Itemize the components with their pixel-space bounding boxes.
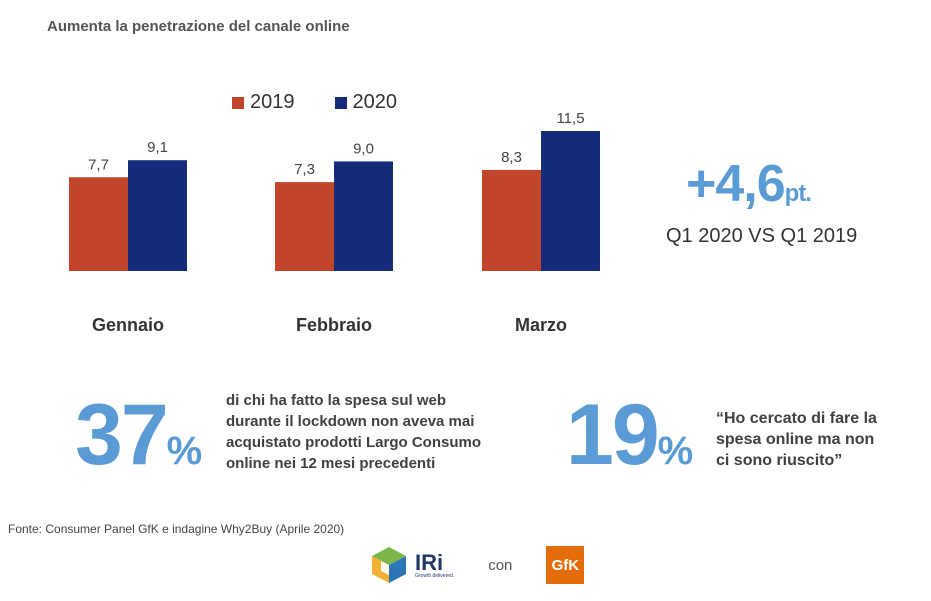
legend-label-2020: 2020 <box>352 91 398 113</box>
stat-right-percent: 19% <box>566 392 693 478</box>
iri-logo: IRi Growth delivered. <box>415 549 455 579</box>
stat-right-line: ci sono riuscito” <box>716 452 843 469</box>
gfk-logo: GfK <box>546 546 585 584</box>
page-title: Aumenta la penetrazione del canale onlin… <box>47 18 350 35</box>
stat-right-line: spesa online ma non <box>716 431 875 448</box>
highlight-value: +4,6 <box>686 155 786 213</box>
chart-legend: 2019 2020 <box>232 91 397 114</box>
stat-left-line: online nei 12 mesi precedenti <box>226 455 436 472</box>
legend-swatch-2019 <box>232 96 244 109</box>
data-label-2019-marzo: 8,3 <box>501 149 522 166</box>
data-label-2019-febbraio: 7,3 <box>294 161 315 178</box>
stat-left-text: di chi ha fatto la spesa sul web durante… <box>226 390 481 474</box>
iri-logo-text: IRi <box>415 549 444 575</box>
category-label-febbraio: Febbraio <box>296 315 372 335</box>
legend-swatch-2020 <box>334 96 347 109</box>
iri-cube-icon <box>372 547 406 583</box>
legend-item-2020: 2020 <box>334 91 398 114</box>
stat-left-number: 37 <box>75 387 169 483</box>
bar-2020-gennaio <box>128 160 187 271</box>
category-label-gennaio: Gennaio <box>92 315 164 335</box>
logo-connector: con <box>488 556 513 574</box>
bar-2020-febbraio <box>334 161 393 271</box>
stat-left-line: durante il lockdown non aveva mai <box>226 413 475 430</box>
highlight-subtitle: Q1 2020 VS Q1 2019 <box>666 225 858 247</box>
highlight-number: +4,6pt. <box>686 154 812 214</box>
data-label-2020-febbraio: 9,0 <box>353 140 374 157</box>
logo-bar: IRi Growth delivered. con GfK <box>369 545 585 585</box>
stat-left-percent: 37% <box>75 392 202 478</box>
stat-right-line: “Ho cercato di fare la <box>716 410 877 427</box>
stat-right-text: “Ho cercato di fare la spesa online ma n… <box>716 408 877 471</box>
legend-item-2019: 2019 <box>232 91 295 114</box>
highlight-unit: pt. <box>784 180 812 207</box>
iri-tagline: Growth delivered. <box>415 572 455 579</box>
bar-chart: 7,7 9,1 Gennaio 7,3 9,0 Febbraio 8,3 11,5 Marzo <box>69 110 600 335</box>
bar-2019-febbraio <box>275 182 334 271</box>
data-label-2019-gennaio: 7,7 <box>88 156 109 173</box>
category-label-marzo: Marzo <box>515 315 567 335</box>
data-label-2020-gennaio: 9,1 <box>147 139 168 156</box>
stat-left-line: di chi ha fatto la spesa sul web <box>226 392 447 409</box>
bar-2019-marzo <box>482 169 541 271</box>
bar-2020-marzo <box>541 131 600 271</box>
data-label-2020-marzo: 11,5 <box>556 110 584 127</box>
stat-left-sign: % <box>166 429 203 473</box>
legend-label-2019: 2019 <box>250 91 295 113</box>
bar-2019-gennaio <box>69 177 128 271</box>
stat-right-number: 19 <box>566 387 660 483</box>
stat-right-sign: % <box>657 429 694 473</box>
stat-left-line: acquistato prodotti Largo Consumo <box>226 434 481 451</box>
source-footnote: Fonte: Consumer Panel GfK e indagine Why… <box>8 522 345 536</box>
